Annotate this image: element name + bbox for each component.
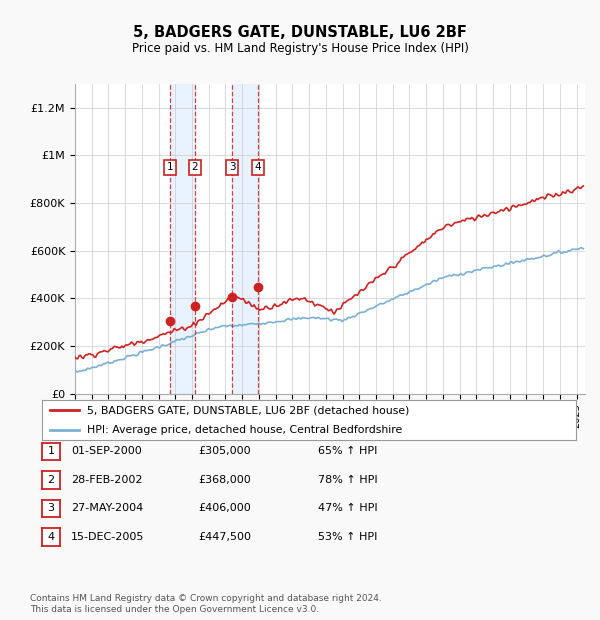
Text: 01-SEP-2000: 01-SEP-2000	[71, 446, 142, 456]
Text: Contains HM Land Registry data © Crown copyright and database right 2024.
This d: Contains HM Land Registry data © Crown c…	[30, 595, 382, 614]
Text: 53% ↑ HPI: 53% ↑ HPI	[318, 532, 377, 542]
Text: £406,000: £406,000	[198, 503, 251, 513]
Text: 5, BADGERS GATE, DUNSTABLE, LU6 2BF (detached house): 5, BADGERS GATE, DUNSTABLE, LU6 2BF (det…	[88, 405, 410, 415]
Text: 3: 3	[229, 162, 236, 172]
Text: 1: 1	[166, 162, 173, 172]
Text: 15-DEC-2005: 15-DEC-2005	[71, 532, 144, 542]
Text: 1: 1	[47, 446, 55, 456]
Text: £447,500: £447,500	[198, 532, 251, 542]
Text: 65% ↑ HPI: 65% ↑ HPI	[318, 446, 377, 456]
Text: 28-FEB-2002: 28-FEB-2002	[71, 475, 142, 485]
Text: 47% ↑ HPI: 47% ↑ HPI	[318, 503, 377, 513]
Text: 4: 4	[255, 162, 262, 172]
Text: 5, BADGERS GATE, DUNSTABLE, LU6 2BF: 5, BADGERS GATE, DUNSTABLE, LU6 2BF	[133, 25, 467, 40]
Bar	[232, 84, 258, 394]
Text: 3: 3	[47, 503, 55, 513]
Text: 78% ↑ HPI: 78% ↑ HPI	[318, 475, 377, 485]
Text: 27-MAY-2004: 27-MAY-2004	[71, 503, 143, 513]
Text: 4: 4	[47, 532, 55, 542]
Bar	[170, 84, 195, 394]
Text: £305,000: £305,000	[198, 446, 251, 456]
Text: HPI: Average price, detached house, Central Bedfordshire: HPI: Average price, detached house, Cent…	[88, 425, 403, 435]
Text: Price paid vs. HM Land Registry's House Price Index (HPI): Price paid vs. HM Land Registry's House …	[131, 42, 469, 55]
Text: £368,000: £368,000	[198, 475, 251, 485]
Text: 2: 2	[47, 475, 55, 485]
Text: 2: 2	[191, 162, 198, 172]
